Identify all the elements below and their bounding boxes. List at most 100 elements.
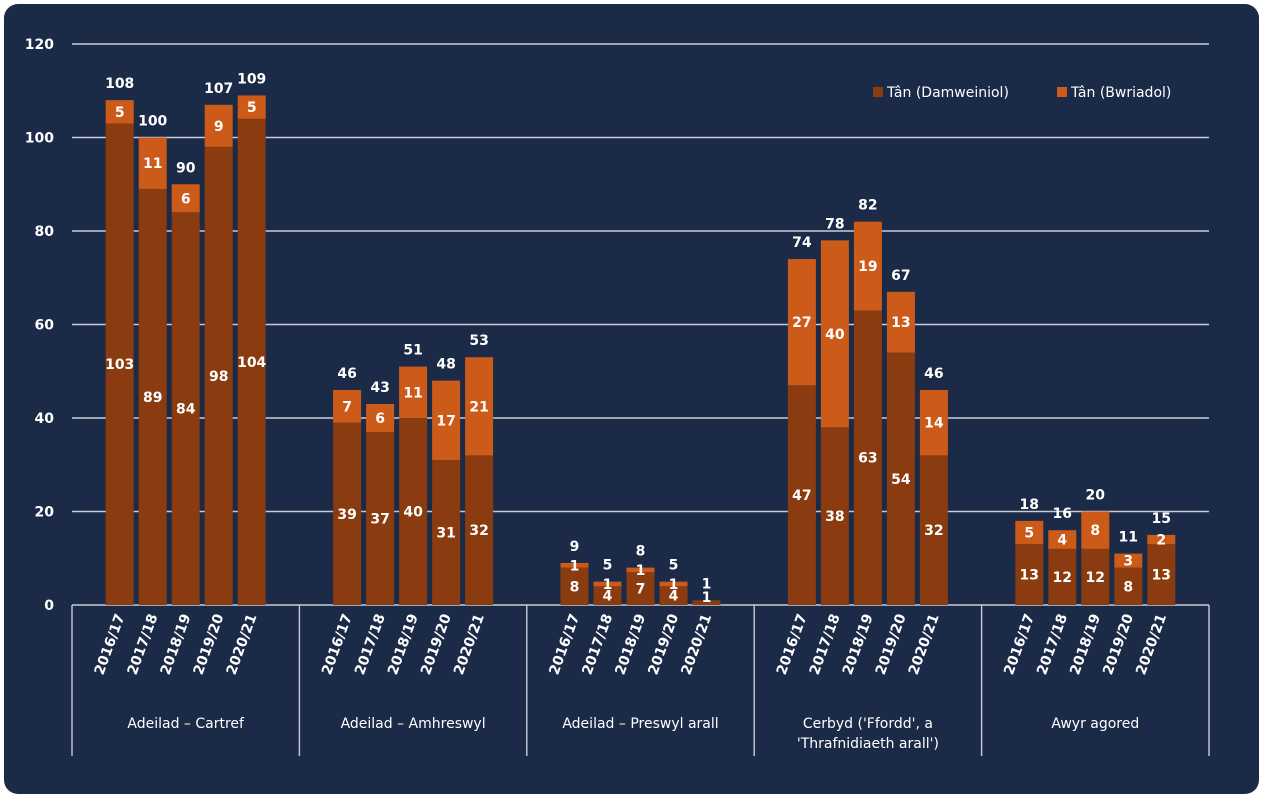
data-label-damweiniol: 103	[105, 357, 134, 373]
data-label-total: 48	[436, 357, 455, 373]
data-label-total: 15	[1152, 511, 1171, 527]
data-label-total: 5	[669, 558, 679, 574]
bar-damweiniol	[560, 567, 589, 605]
data-label-damweiniol: 89	[143, 390, 162, 406]
bar-damweiniol	[366, 432, 395, 605]
x-tick-label: 2017/18	[352, 612, 389, 677]
data-label-bwriadol: 5	[115, 105, 125, 121]
data-label-damweiniol: 32	[469, 523, 488, 539]
bar-bwriadol	[366, 403, 395, 433]
data-label-bwriadol: 8	[1090, 523, 1100, 539]
bar-damweiniol	[919, 455, 948, 605]
data-label-damweiniol: 47	[792, 488, 811, 504]
bar-bwriadol	[333, 389, 362, 423]
bar-damweiniol	[432, 460, 461, 605]
data-label-damweiniol: 98	[209, 369, 228, 385]
data-label-damweiniol: 38	[825, 509, 844, 525]
data-label-total: 43	[370, 380, 389, 396]
bar-damweiniol	[1114, 567, 1143, 605]
y-tick-label: 40	[35, 411, 55, 427]
x-tick-label: 2018/19	[385, 612, 422, 677]
data-label-bwriadol: 9	[214, 119, 224, 135]
bar-bwriadol	[204, 104, 233, 147]
x-tick-label: 2016/17	[319, 612, 356, 677]
bar-bwriadol	[138, 137, 167, 189]
bar-bwriadol	[1147, 534, 1176, 545]
data-label-bwriadol: 5	[1024, 526, 1034, 542]
bar-bwriadol	[1081, 511, 1110, 549]
data-label-total: 53	[469, 333, 488, 349]
bar-bwriadol	[1048, 530, 1077, 549]
data-label-damweiniol: 84	[176, 402, 196, 418]
data-label-bwriadol: 40	[825, 327, 845, 343]
bar-damweiniol	[1015, 544, 1044, 605]
bar-bwriadol	[820, 240, 849, 428]
data-label-damweiniol: 39	[337, 507, 356, 523]
data-label-bwriadol: 21	[469, 399, 488, 415]
data-label-damweiniol: 54	[891, 472, 911, 488]
data-label-damweiniol: 40	[403, 505, 423, 521]
x-tick-label: 2020/21	[1133, 612, 1170, 677]
bar-damweiniol	[659, 586, 688, 605]
bar-damweiniol	[1048, 548, 1077, 605]
legend-swatch-damweiniol	[873, 87, 883, 97]
data-label-total: 46	[924, 366, 943, 382]
y-tick-label: 0	[44, 598, 54, 614]
bar-bwriadol	[432, 380, 461, 461]
data-label-total: 82	[858, 198, 877, 214]
bar-damweiniol	[692, 600, 721, 605]
legend-label-damweiniol: Tân (Damweiniol)	[886, 85, 1009, 101]
x-tick-label: 2020/21	[906, 612, 943, 677]
y-tick-label: 120	[25, 37, 54, 53]
x-tick-label: 2019/20	[645, 612, 682, 677]
x-tick-label: 2018/19	[1067, 612, 1104, 677]
data-label-damweiniol: 4	[669, 589, 679, 605]
x-tick-label: 2017/18	[579, 612, 616, 677]
data-label-bwriadol: 19	[858, 259, 877, 275]
bar-bwriadol	[237, 95, 266, 119]
x-tick-label: 2016/17	[774, 612, 811, 677]
data-label-total: 51	[403, 343, 422, 359]
bar-bwriadol	[787, 259, 816, 386]
bar-damweiniol	[465, 455, 494, 605]
data-label-damweiniol: 4	[603, 589, 613, 605]
data-label-total: 9	[570, 539, 580, 555]
x-tick-label: 2019/20	[873, 612, 910, 677]
group-label: Adeilad – Amhreswyl	[341, 716, 486, 732]
data-label-bwriadol: 14	[924, 416, 944, 432]
bar-damweiniol	[237, 118, 266, 606]
data-label-damweiniol: 13	[1152, 568, 1171, 584]
group-label: Adeilad – Cartref	[127, 716, 245, 732]
bar-damweiniol	[1081, 548, 1110, 605]
bar-damweiniol	[1147, 544, 1176, 605]
x-tick-label: 2016/17	[546, 612, 583, 677]
data-label-total: 11	[1119, 530, 1138, 546]
bar-damweiniol	[886, 352, 915, 605]
bar-bwriadol	[171, 184, 200, 213]
bar-damweiniol	[138, 188, 167, 606]
data-label-bwriadol: 3	[1123, 554, 1133, 570]
bar-bwriadol	[919, 389, 948, 456]
data-label-total: 108	[105, 76, 134, 92]
x-tick-label: 2020/21	[224, 612, 261, 677]
data-label-damweiniol: 7	[636, 582, 646, 598]
data-label-damweiniol: 104	[237, 355, 266, 371]
data-label-total: 90	[176, 160, 196, 176]
data-label-total: 18	[1020, 497, 1039, 513]
bar-damweiniol	[787, 385, 816, 605]
data-label-damweiniol: 63	[858, 451, 877, 467]
data-label-damweiniol: 37	[370, 512, 389, 528]
data-label-total: 78	[825, 216, 844, 232]
legend-swatch-bwriadol	[1057, 87, 1067, 97]
bar-damweiniol	[171, 212, 200, 606]
legend-label-bwriadol: Tân (Bwriadol)	[1070, 85, 1171, 101]
bar-bwriadol	[626, 567, 655, 573]
bar-bwriadol	[1015, 520, 1044, 545]
data-label-bwriadol: 11	[403, 385, 422, 401]
x-tick-label: 2019/20	[191, 612, 228, 677]
bar-bwriadol	[399, 366, 428, 418]
y-tick-label: 100	[25, 131, 54, 147]
data-label-bwriadol: 4	[1057, 533, 1067, 549]
bar-bwriadol	[1114, 553, 1143, 568]
group-label: Adeilad – Preswyl arall	[562, 716, 718, 732]
